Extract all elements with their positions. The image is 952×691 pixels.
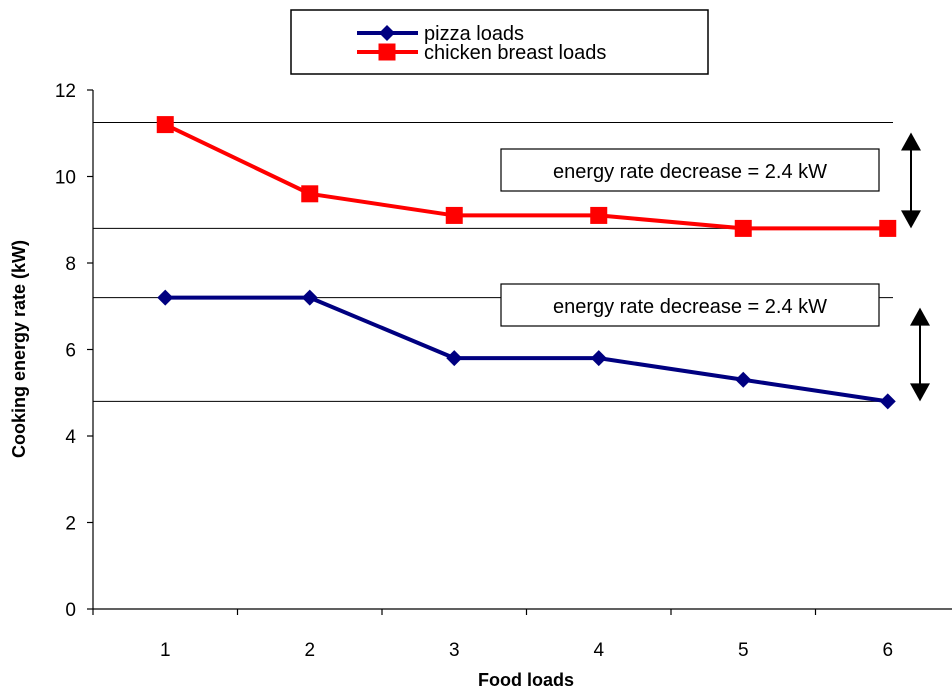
x-tick-label: 6 xyxy=(882,640,893,661)
y-tick-label: 4 xyxy=(65,427,76,448)
arrow-up-icon xyxy=(901,132,921,151)
annotation-text: energy rate decrease = 2.4 kW xyxy=(553,161,827,183)
x-tick-label: 5 xyxy=(738,640,749,661)
series-0 xyxy=(157,289,896,410)
x-tick-label: 1 xyxy=(160,640,171,661)
series-1 xyxy=(156,116,897,237)
data-point xyxy=(156,116,174,134)
data-point xyxy=(879,219,897,237)
x-tick-label: 3 xyxy=(449,640,460,661)
data-point xyxy=(446,350,463,367)
annotation-box xyxy=(500,148,880,192)
x-axis-ticks: 1 2 3 4 5 6 xyxy=(92,609,893,661)
data-point xyxy=(590,206,608,224)
data-point xyxy=(301,185,319,203)
series-line xyxy=(165,295,889,404)
y-tick-label: 10 xyxy=(55,168,76,189)
series-group xyxy=(156,116,897,410)
legend-label: chicken breast loads xyxy=(424,42,606,64)
y-axis-title: Cooking energy rate (kW) xyxy=(9,240,29,458)
legend-marker xyxy=(378,43,396,61)
legend-marker xyxy=(379,25,395,41)
x-tick-label: 2 xyxy=(304,640,315,661)
data-point xyxy=(301,289,318,306)
annotation-0: energy rate decrease = 2.4 kW xyxy=(500,132,921,229)
y-tick-label: 6 xyxy=(65,341,76,362)
annotations: energy rate decrease = 2.4 kW energy rate… xyxy=(500,132,930,402)
legend-entry: chicken breast loads xyxy=(357,42,606,64)
y-tick-label: 12 xyxy=(55,81,76,102)
data-point xyxy=(157,289,174,306)
arrow-up-icon xyxy=(910,307,930,326)
data-point xyxy=(735,371,752,388)
legend-entry: pizza loads xyxy=(357,23,524,45)
series-line xyxy=(164,122,888,231)
x-tick-label: 4 xyxy=(593,640,604,661)
data-point xyxy=(590,350,607,367)
data-point xyxy=(445,206,463,224)
x-axis-title: Food loads xyxy=(478,670,574,690)
arrow-down-icon xyxy=(901,210,921,229)
y-tick-label: 8 xyxy=(65,254,76,275)
arrow-down-icon xyxy=(910,383,930,402)
legend-label: pizza loads xyxy=(424,23,524,45)
y-axis-ticks: 0 2 4 6 8 10 12 xyxy=(55,81,93,621)
annotation-1: energy rate decrease = 2.4 kW xyxy=(500,283,930,402)
legend-box xyxy=(290,9,709,75)
y-tick-label: 0 xyxy=(65,600,76,621)
annotation-text: energy rate decrease = 2.4 kW xyxy=(553,296,827,318)
annotation-box xyxy=(500,283,880,327)
data-point xyxy=(734,219,752,237)
y-tick-label: 2 xyxy=(65,514,76,535)
data-point xyxy=(879,393,896,410)
